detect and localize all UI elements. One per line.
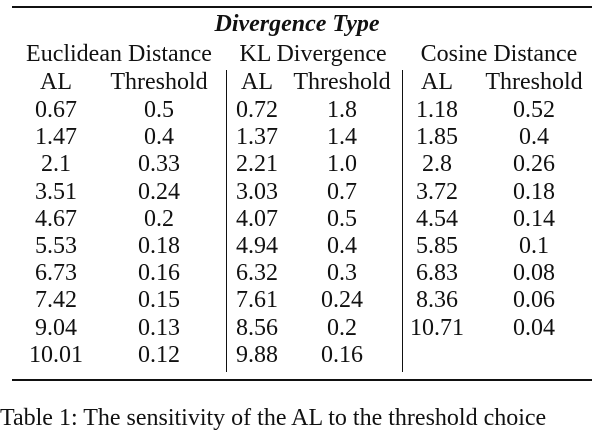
column-divider (402, 70, 403, 372)
group-header-kl-divergence: KL Divergence (239, 41, 387, 67)
table-cell: 8.56 (236, 314, 278, 341)
table-cell: 4.07 (236, 205, 278, 232)
table-cell: 0.04 (513, 314, 555, 341)
table-cell: 5.53 (35, 233, 77, 259)
table-cell: 2.8 (422, 151, 452, 178)
table-cell: 2.1 (41, 151, 71, 178)
column-header: AL (421, 69, 453, 95)
table-cell: 0.33 (138, 151, 180, 178)
column-header: Threshold (293, 69, 391, 95)
table-cell: 0.52 (513, 97, 555, 123)
table-cell: 6.83 (416, 260, 458, 287)
table-cell: 6.73 (35, 260, 77, 287)
table-cell: 6.32 (236, 260, 278, 287)
table-cell: 0.5 (144, 97, 174, 123)
group-header-cosine-distance: Cosine Distance (420, 41, 578, 67)
table-cell: 0.14 (513, 205, 555, 232)
table-cell: 2.21 (236, 151, 278, 178)
table-cell: 3.03 (236, 178, 278, 205)
table-cell: 0.16 (138, 260, 180, 287)
table-cell: 0.13 (138, 314, 180, 341)
top-rule (12, 6, 592, 8)
table-cell: 0.18 (138, 233, 180, 259)
table-cell: 4.67 (35, 205, 77, 232)
table-cell: 0.4 (144, 124, 174, 151)
table-cell: 4.54 (416, 205, 458, 232)
table-cell: 0.72 (236, 97, 278, 123)
table-cell: 0.7 (327, 178, 357, 205)
table-cell: 3.51 (35, 178, 77, 205)
table-cell: 3.72 (416, 178, 458, 205)
bottom-rule (12, 379, 592, 381)
table-cell: 0.4 (327, 233, 357, 259)
table-cell: 0.06 (513, 287, 555, 314)
table-cell: 1.85 (416, 124, 458, 151)
table-cell: 1.18 (416, 97, 458, 123)
table-cell: 0.26 (513, 151, 555, 178)
table-cell: 0.1 (519, 233, 549, 259)
table-cell: 1.47 (35, 124, 77, 151)
table-cell: 0.18 (513, 178, 555, 205)
table-cell: 8.36 (416, 287, 458, 314)
table-cell: 10.01 (29, 341, 83, 368)
table-cell: 9.04 (35, 314, 77, 341)
table-cell: 0.16 (321, 341, 363, 368)
table-cell: 7.61 (236, 287, 278, 314)
table-cell: 0.12 (138, 341, 180, 368)
table-cell: 0.5 (327, 205, 357, 232)
column-header: AL (241, 69, 273, 95)
table-cell: 5.85 (416, 233, 458, 259)
table-cell: 0.3 (327, 260, 357, 287)
table-cell: 0.08 (513, 260, 555, 287)
group-header-euclidean-distance: Euclidean Distance (26, 41, 212, 67)
table-caption: Table 1: The sensitivity of the AL to th… (0, 405, 547, 431)
column-header: AL (40, 69, 72, 95)
table-cell: 1.4 (327, 124, 357, 151)
table-cell: 1.37 (236, 124, 278, 151)
table-cell: 10.71 (410, 314, 464, 341)
table-cell: 0.2 (144, 205, 174, 232)
table-cell: 0.15 (138, 287, 180, 314)
table-cell: 1.0 (327, 151, 357, 178)
table-cell: 4.94 (236, 233, 278, 259)
table-cell: 7.42 (35, 287, 77, 314)
table-cell: 0.4 (519, 124, 549, 151)
column-header: Threshold (110, 69, 208, 95)
table-cell: 1.8 (327, 97, 357, 123)
column-divider (226, 70, 227, 372)
table-cell: 0.67 (35, 97, 77, 123)
table-cell: 9.88 (236, 341, 278, 368)
table-cell: 0.2 (327, 314, 357, 341)
table-cell: 0.24 (138, 178, 180, 205)
column-header: Threshold (485, 69, 583, 95)
table-cell: 0.24 (321, 287, 363, 314)
table-title: Divergence Type (214, 11, 380, 37)
